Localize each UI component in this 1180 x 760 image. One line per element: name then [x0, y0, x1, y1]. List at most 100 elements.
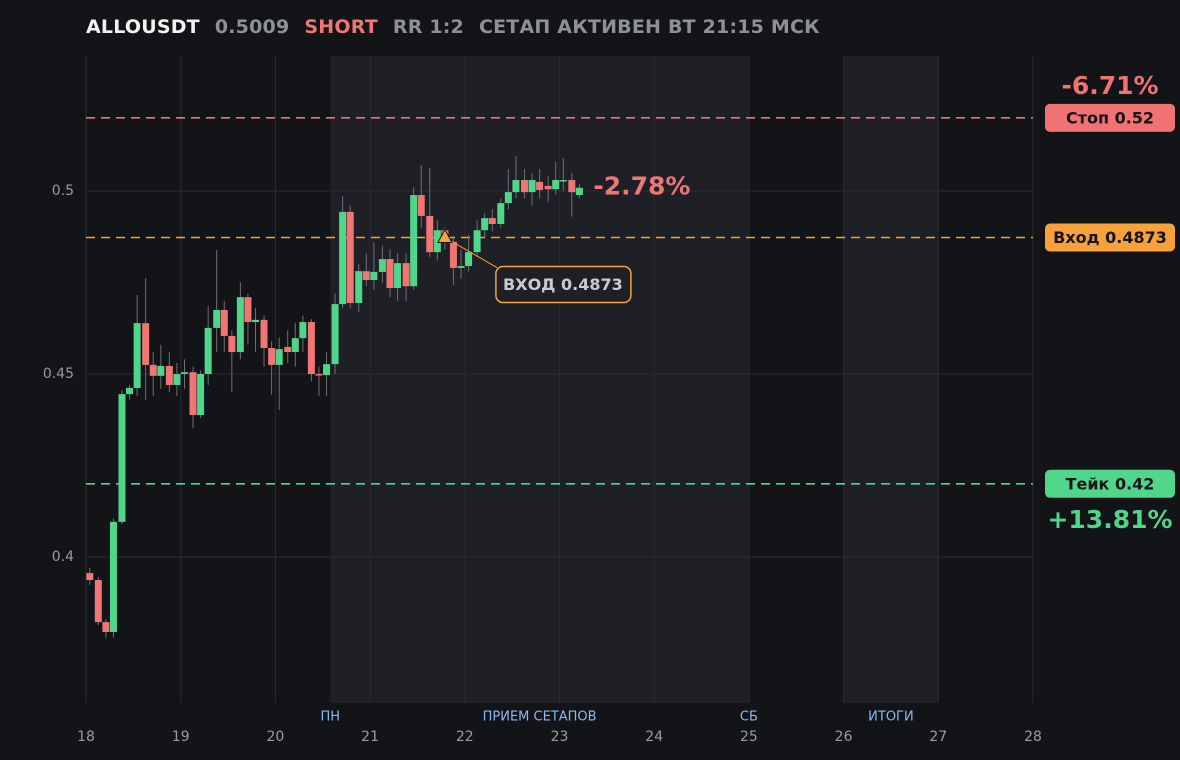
candle-body	[284, 346, 292, 353]
candle-body	[559, 180, 567, 182]
callout-line	[444, 237, 498, 268]
candle-body	[544, 185, 552, 190]
session-end-label: СБ	[740, 710, 758, 725]
session-region	[330, 56, 749, 703]
candle-body	[109, 521, 117, 633]
candle-body	[268, 348, 276, 365]
candle-body	[481, 218, 489, 231]
entry-marker	[437, 228, 453, 244]
candle-body	[180, 372, 188, 375]
candle-body	[118, 394, 126, 522]
candle-body	[126, 387, 134, 395]
candle-body	[307, 322, 315, 375]
y-tick-label: 0.4	[52, 549, 74, 565]
candle-body	[157, 365, 165, 376]
candle-body	[552, 180, 560, 190]
candle-body	[568, 180, 576, 193]
x-tick-label: 22	[456, 729, 474, 745]
session-label: ПРИЕМ СЕТАПОВ	[483, 710, 597, 725]
candle-body	[220, 309, 228, 336]
candle-body	[197, 374, 205, 415]
candle-body	[204, 327, 212, 375]
candle-body	[133, 323, 141, 388]
candle-body	[417, 195, 425, 216]
level-pct: +13.81%	[1047, 505, 1172, 534]
candle-body	[433, 230, 441, 253]
candle-body	[449, 241, 457, 268]
candle-body	[394, 263, 402, 289]
level-badge	[1045, 223, 1175, 252]
callout-label: ВХОД 0.4873	[503, 275, 623, 294]
x-tick-label: 26	[835, 729, 853, 745]
candle-body	[213, 309, 221, 328]
candle-body	[339, 211, 347, 305]
candle-body	[528, 180, 536, 193]
level-label: Вход 0.4873	[1053, 228, 1167, 247]
candle-body	[473, 230, 481, 253]
y-tick-label: 0.45	[43, 366, 74, 382]
level-badge	[1045, 103, 1175, 132]
candle-body	[86, 573, 94, 581]
x-tick-label: 24	[645, 729, 663, 745]
candle-body	[102, 622, 110, 633]
candle-body	[173, 374, 181, 385]
symbol: ALLOUSDT	[86, 16, 200, 38]
x-tick-label: 20	[266, 729, 284, 745]
candle-body	[299, 322, 307, 339]
candle-body	[355, 271, 363, 304]
session-region	[843, 56, 939, 703]
callout-box	[495, 265, 632, 304]
current-pct: -2.78%	[593, 172, 690, 201]
level-badge	[1045, 469, 1175, 498]
candle-body	[189, 372, 197, 415]
candle-body	[362, 271, 370, 280]
candle-body	[386, 259, 394, 289]
candle-body	[94, 580, 102, 623]
candle-body	[457, 266, 465, 268]
candle-body	[228, 335, 236, 353]
candle-body	[236, 297, 244, 353]
candle-body	[244, 297, 252, 323]
candle-body	[497, 203, 505, 224]
side: SHORT	[304, 16, 378, 38]
candle-body	[142, 323, 150, 365]
candle-body	[520, 180, 528, 193]
candle-body	[149, 364, 157, 376]
candle-body	[512, 180, 520, 193]
candle-body	[165, 365, 173, 385]
session-start-label: ПН	[321, 710, 341, 725]
y-tick-label: 0.5	[52, 183, 74, 199]
session-label: ИТОГИ	[868, 710, 914, 725]
candle-body	[260, 319, 268, 349]
candle-body	[346, 211, 354, 304]
candle-body	[504, 192, 512, 204]
x-tick-label: 27	[929, 729, 947, 745]
last-price: 0.5009	[214, 16, 290, 38]
candle-body	[291, 338, 299, 353]
x-tick-label: 18	[77, 729, 95, 745]
level-pct: -6.71%	[1061, 71, 1158, 100]
risk-reward: RR 1:2	[392, 16, 464, 38]
x-tick-label: 19	[172, 729, 190, 745]
x-tick-label: 25	[740, 729, 758, 745]
x-tick-label: 21	[361, 729, 379, 745]
candle-body	[252, 319, 260, 323]
candle-body	[536, 181, 544, 190]
candle-body	[575, 187, 583, 196]
candle-body	[402, 263, 410, 287]
header: ALLOUSDT 0.5009 SHORT RR 1:2 СЕТАП АКТИВ…	[86, 16, 820, 38]
candle-body	[378, 259, 386, 272]
candle-body	[465, 252, 473, 267]
candle-body	[315, 374, 323, 376]
candle-body	[488, 218, 496, 224]
candle-body	[370, 271, 378, 280]
candle-body	[323, 364, 331, 376]
x-tick-label: 23	[551, 729, 569, 745]
status: СЕТАП АКТИВЕН ВТ 21:15 МСК	[478, 16, 820, 38]
candle-body	[410, 195, 418, 287]
candle-body	[426, 215, 434, 253]
candle-body	[275, 349, 283, 365]
candle-body	[331, 304, 339, 365]
